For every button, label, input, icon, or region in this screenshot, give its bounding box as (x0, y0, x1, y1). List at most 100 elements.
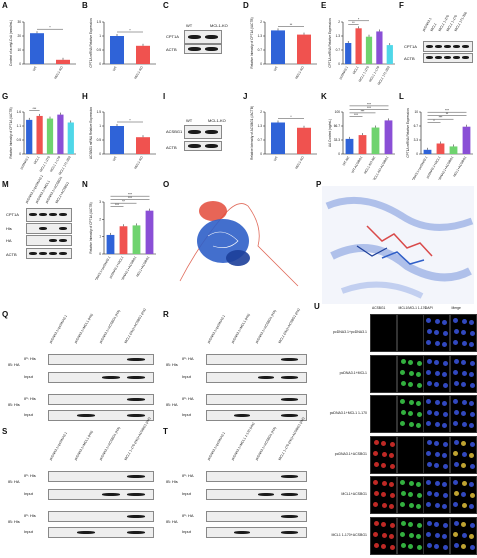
micro-cell (449, 354, 477, 393)
y-tick-label: 1 (99, 124, 101, 128)
bar (345, 138, 354, 154)
cell-nucleus (461, 370, 467, 376)
bar (386, 45, 393, 64)
bar (376, 31, 383, 64)
cell-nucleus (443, 522, 448, 528)
y-tick-label: 1.6 (17, 110, 22, 114)
bar (297, 34, 311, 64)
cell-nucleus (382, 503, 387, 508)
x-tick-label: WT (112, 65, 118, 71)
cell-nucleus (452, 369, 458, 375)
coip-q: pcDNA3.1+pcDNA3.1 pcDNA3.1+MCL1 (His) pcDN… (8, 308, 158, 424)
ip-label: Input (182, 529, 191, 534)
cell-nucleus (435, 400, 440, 405)
sig-label: *** (128, 196, 132, 200)
x-tick-label: MCL1-KO (133, 65, 144, 80)
helix-cluster-red (199, 201, 227, 221)
cell-nucleus (426, 399, 431, 404)
band (49, 213, 57, 216)
cell-nucleus (442, 482, 447, 487)
protein-structure-o (179, 201, 299, 287)
band (205, 47, 218, 51)
cell-nucleus (469, 360, 475, 366)
x-tick-label: MCL1+ACSBG1 (452, 155, 467, 177)
y-tick-label: 0 (99, 252, 101, 256)
band (29, 252, 37, 255)
bar (110, 36, 124, 64)
micro-cell (396, 435, 424, 474)
micro-cell (370, 314, 397, 352)
cell-nucleus (461, 400, 467, 405)
band (59, 213, 67, 216)
coip-lane-label: pcDNA3.1+MCL1 (His) (230, 312, 251, 344)
sig-label: * (129, 119, 131, 123)
cell-nucleus (460, 411, 466, 416)
panel-label-p: P (316, 180, 322, 189)
bar (462, 126, 471, 154)
y-tick-label: 66.7 (334, 124, 340, 128)
cell-nucleus (400, 410, 406, 415)
bar (36, 115, 43, 154)
band (453, 45, 460, 48)
y-tick-label: 10 (414, 110, 418, 114)
cell-nucleus (415, 401, 421, 406)
sig-label: *** (115, 203, 119, 207)
cell-nucleus (453, 410, 459, 415)
y-tick-label: 0.5 (17, 138, 22, 142)
blot-c-row-1: CPT1A (166, 34, 179, 39)
cell-nucleus (460, 543, 466, 549)
cell-nucleus (461, 503, 467, 508)
panel-label-t: T (163, 427, 168, 436)
y-tick-label: 1.3 (258, 124, 263, 128)
x-tick-label: WT-ACSBG1 (351, 155, 364, 173)
micro-row-label: MCL1+ACSBG1 (341, 492, 367, 496)
bar (110, 126, 124, 154)
y-tick-label: 3 (99, 200, 101, 204)
micro-cell (423, 435, 450, 474)
y-tick-label: 0.5 (97, 138, 102, 142)
bar (358, 135, 367, 154)
band (127, 531, 145, 534)
chart-e: 0 0.7 1.3 2 CPT1A mRNA Relative Expression pc… (328, 17, 395, 86)
y-tick-label: 10 (17, 48, 21, 52)
band (281, 475, 298, 478)
ribbon-2 (330, 244, 472, 282)
sig-label: *** (439, 116, 443, 120)
bar (26, 119, 33, 154)
cell-nucleus (442, 533, 447, 539)
band (462, 45, 469, 48)
micro-cell (423, 476, 450, 514)
cell-nucleus (434, 381, 439, 387)
bar (436, 143, 445, 154)
cell-nucleus (374, 520, 379, 526)
bar (345, 43, 352, 64)
micro-row-label: pcDNA3.1+MCL1 1-170 (329, 411, 367, 415)
micro-row-label: pcDNA3.1+ACSBG1 (334, 451, 367, 456)
ib-label: IB: HA (8, 362, 20, 367)
cell-nucleus (416, 522, 422, 528)
x-tick-label: WT (273, 155, 279, 161)
y-tick-label: 0.7 (336, 48, 341, 52)
cell-nucleus (453, 542, 459, 548)
cell-nucleus (408, 532, 414, 538)
micro-cell (370, 516, 397, 555)
blot-i-lane-1: WT (186, 118, 193, 123)
cell-nucleus (469, 493, 475, 498)
cell-nucleus (382, 532, 387, 538)
coip-lane-label: pcDNA3.1+pcDNA3.1 (48, 431, 68, 461)
y-tick-label: 2 (338, 20, 340, 24)
panel-label-n: N (82, 180, 88, 189)
blot-c-lane-1: WT (186, 23, 193, 28)
ribbon-3 (340, 281, 424, 299)
bar (371, 127, 380, 154)
micro-cell (423, 354, 450, 393)
band (127, 376, 145, 379)
y-axis-label: CPT1A mRNA Relative Expression (89, 18, 93, 67)
residue-blue (381, 251, 425, 265)
cell-nucleus (452, 421, 458, 426)
bar (30, 33, 44, 64)
y-axis-label: Relative Intensity of ACSBG1 (/ACTB) (250, 106, 254, 160)
blot-m-box-3 (26, 235, 72, 246)
cell-nucleus (452, 340, 458, 345)
coip-blot-strip (48, 410, 154, 421)
